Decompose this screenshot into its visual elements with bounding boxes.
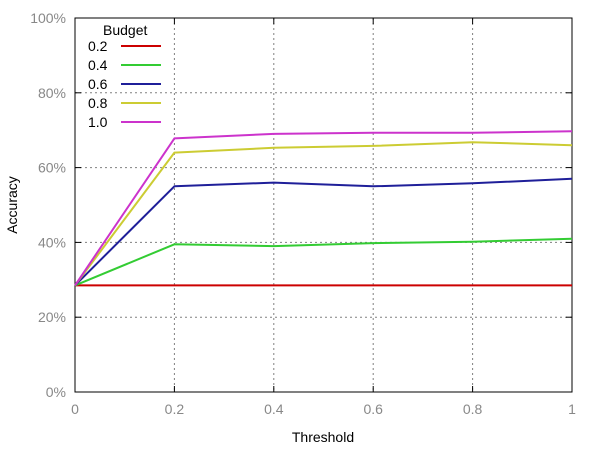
grid	[75, 18, 572, 392]
x-tick-label: 1	[568, 401, 576, 417]
y-tick-labels: 0% 20% 40% 60% 80% 100%	[30, 10, 66, 400]
legend-label: 0.4	[88, 57, 108, 73]
series-line-0-4	[74, 237, 573, 287]
y-tick-label: 80%	[38, 85, 66, 101]
y-tick-label: 100%	[30, 10, 66, 26]
x-tick-label: 0.4	[264, 401, 284, 417]
legend-items: 0.2 0.4 0.6 0.8 1.0	[88, 38, 161, 130]
legend-label: 0.2	[88, 38, 108, 54]
legend: Budget 0.2 0.4 0.6 0.8 1.0	[88, 22, 161, 130]
x-tick-labels: 0 0.2 0.4 0.6 0.8 1	[71, 401, 576, 417]
y-tick-label: 0%	[46, 384, 66, 400]
y-tick-label: 40%	[38, 234, 66, 250]
legend-label: 0.8	[88, 95, 108, 111]
x-axis-title: Threshold	[292, 429, 354, 445]
legend-title: Budget	[103, 22, 147, 38]
series-line-0-6	[74, 177, 573, 287]
y-axis-title: Accuracy	[4, 176, 20, 234]
axis-ticks	[74, 17, 573, 393]
x-tick-label: 0.6	[363, 401, 383, 417]
x-tick-label: 0.8	[463, 401, 483, 417]
y-tick-label: 20%	[38, 309, 66, 325]
y-tick-label: 60%	[38, 160, 66, 176]
series-line-0-8	[74, 141, 573, 286]
legend-label: 0.6	[88, 76, 108, 92]
series-line-1-0	[74, 130, 573, 286]
x-tick-label: 0.2	[165, 401, 185, 417]
x-tick-label: 0	[71, 401, 79, 417]
series-lines	[74, 130, 573, 287]
legend-label: 1.0	[88, 114, 108, 130]
plot-frame	[74, 17, 573, 393]
